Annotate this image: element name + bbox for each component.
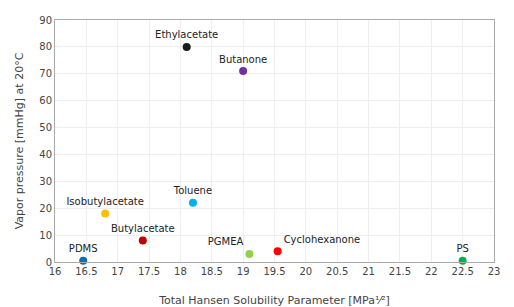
svg-text:90: 90 [39, 15, 52, 26]
svg-text:PS: PS [456, 243, 468, 254]
svg-text:80: 80 [39, 41, 52, 52]
svg-text:Toluene: Toluene [173, 185, 212, 196]
svg-text:Ethylacetate: Ethylacetate [155, 29, 218, 40]
svg-text:21: 21 [362, 266, 375, 277]
svg-text:40: 40 [39, 149, 52, 160]
svg-text:Vapor pressure [mmHg] at 20°C: Vapor pressure [mmHg] at 20°C [13, 52, 26, 229]
svg-text:20.5: 20.5 [326, 266, 348, 277]
svg-text:22: 22 [425, 266, 438, 277]
svg-text:Butanone: Butanone [219, 54, 267, 65]
svg-text:Isobutylacetate: Isobutylacetate [66, 196, 143, 207]
svg-text:23: 23 [488, 266, 501, 277]
svg-text:10: 10 [39, 230, 52, 241]
svg-text:20: 20 [39, 203, 52, 214]
svg-text:50: 50 [39, 122, 52, 133]
svg-text:16.5: 16.5 [75, 266, 97, 277]
svg-text:18.5: 18.5 [201, 266, 223, 277]
svg-text:16: 16 [49, 266, 62, 277]
svg-text:Butylacetate: Butylacetate [111, 223, 175, 234]
svg-text:PGMEA: PGMEA [208, 236, 244, 247]
svg-text:17: 17 [111, 266, 124, 277]
svg-text:20: 20 [299, 266, 312, 277]
svg-text:19: 19 [237, 266, 250, 277]
svg-text:PDMS: PDMS [69, 243, 98, 254]
svg-text:0: 0 [46, 257, 52, 268]
svg-text:18: 18 [174, 266, 187, 277]
svg-text:Cyclohexanone: Cyclohexanone [284, 234, 361, 245]
svg-text:70: 70 [39, 68, 52, 79]
svg-text:21.5: 21.5 [389, 266, 411, 277]
svg-text:60: 60 [39, 95, 52, 106]
svg-text:17.5: 17.5 [138, 266, 160, 277]
svg-text:30: 30 [39, 176, 52, 187]
svg-text:Total Hansen Solubility Parame: Total Hansen Solubility Parameter [MPa¹⁄… [158, 294, 390, 307]
svg-text:22.5: 22.5 [452, 266, 474, 277]
svg-text:19.5: 19.5 [263, 266, 285, 277]
